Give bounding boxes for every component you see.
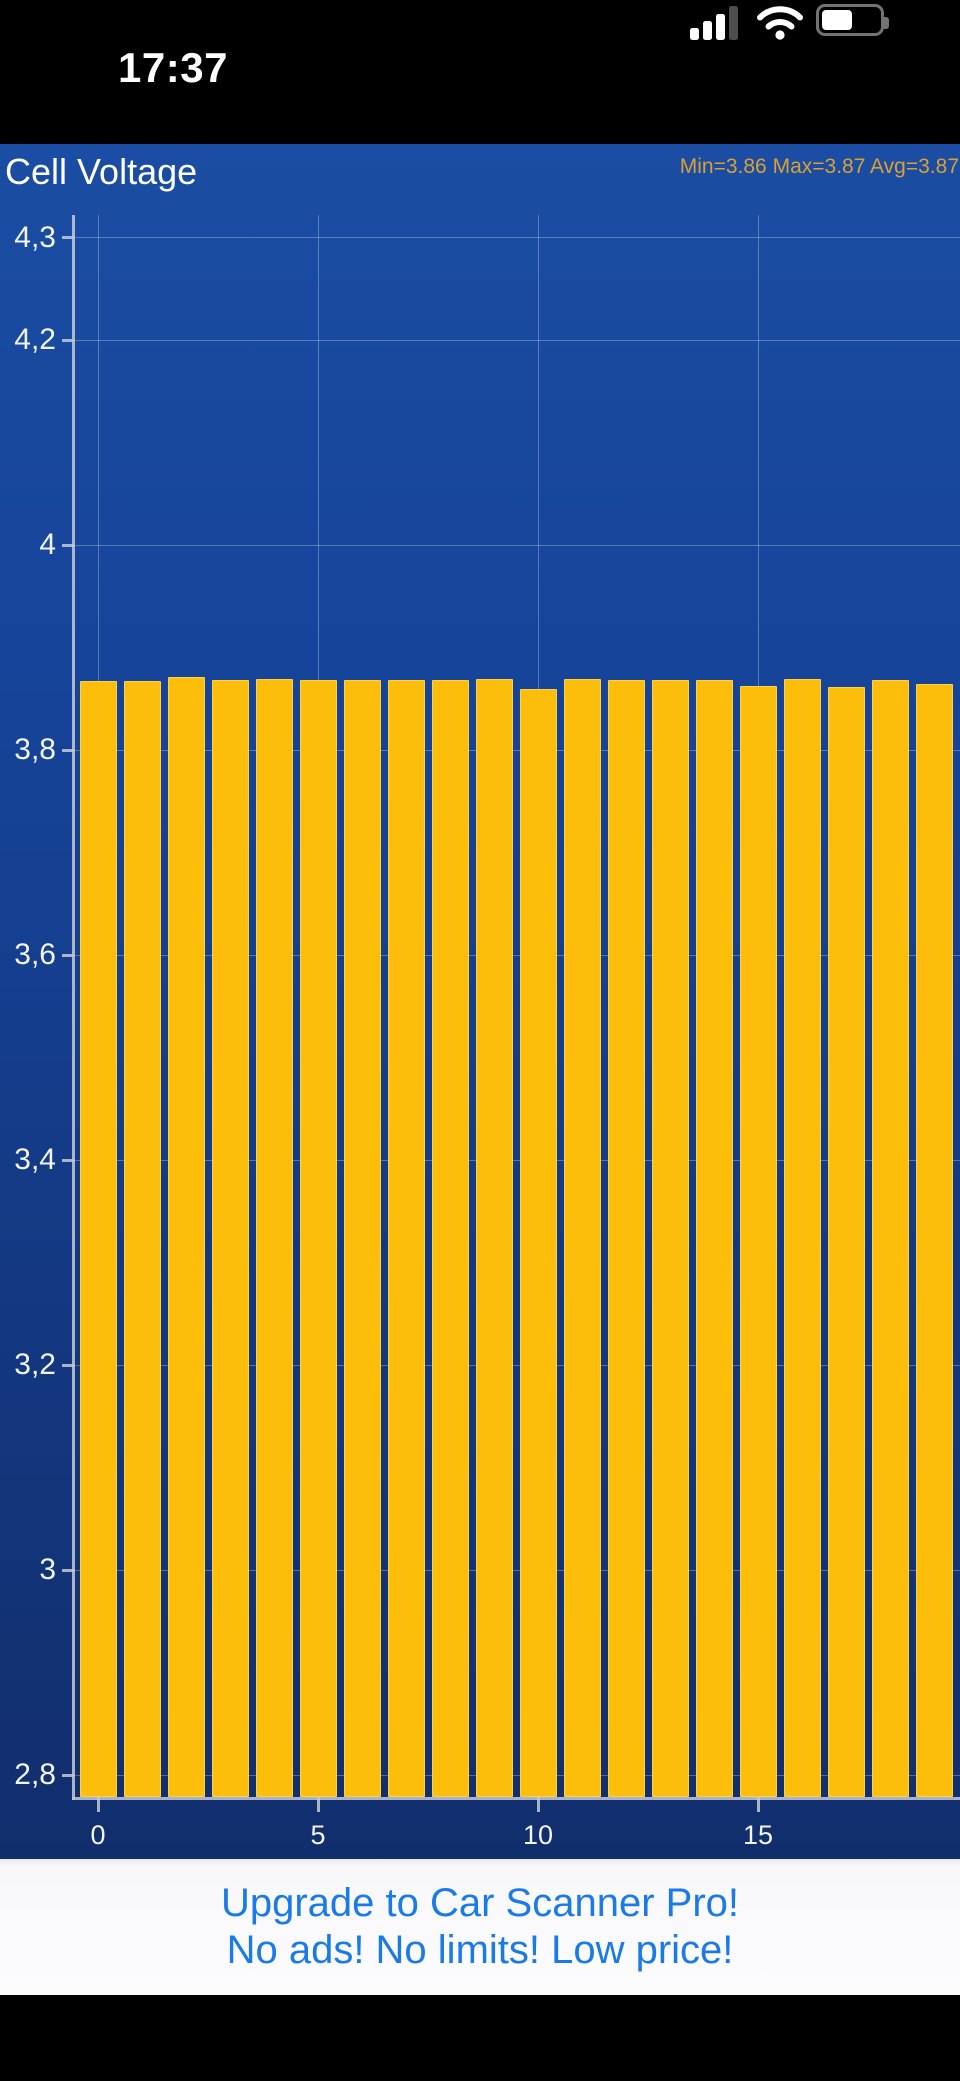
- y-axis-line: [72, 215, 75, 1800]
- voltage-bar: [827, 687, 865, 1797]
- y-tick: [62, 1363, 74, 1367]
- x-tick-label: 15: [742, 1820, 774, 1850]
- voltage-bar: [519, 688, 557, 1797]
- battery-fill-level: [822, 10, 852, 30]
- x-axis-line: [72, 1797, 960, 1800]
- y-tick-label: 3,8: [14, 733, 56, 766]
- y-gridline: [74, 954, 960, 956]
- battery-cap: [884, 17, 889, 29]
- voltage-bar: [475, 679, 513, 1797]
- voltage-bar: [431, 680, 469, 1797]
- y-tick: [62, 236, 74, 239]
- x-tick-label: 5: [310, 1820, 326, 1850]
- y-gridline: [74, 749, 960, 751]
- voltage-bar: [915, 684, 953, 1797]
- y-tick: [62, 338, 74, 342]
- x-tick: [316, 1797, 320, 1812]
- y-tick: [62, 1158, 74, 1162]
- voltage-bar: [387, 680, 425, 1797]
- voltage-bar: [783, 679, 821, 1797]
- y-tick: [62, 543, 74, 547]
- voltage-bar: [255, 679, 293, 1797]
- y-tick: [62, 953, 74, 957]
- bottom-black-area: [0, 1995, 960, 2081]
- upgrade-banner[interactable]: Upgrade to Car Scanner Pro! No ads! No l…: [0, 1859, 960, 1995]
- x-tick-label: 10: [522, 1820, 554, 1850]
- voltage-bar: [739, 686, 777, 1797]
- voltage-bar: [79, 681, 117, 1797]
- cell-voltage-chart-card: Cell Voltage Min=3.86 Max=3.87 Avg=3.87 …: [0, 144, 960, 1859]
- y-gridline: [74, 1364, 960, 1366]
- voltage-bar: [607, 680, 645, 1797]
- voltage-bar: [563, 679, 601, 1797]
- y-tick-label: 3,6: [14, 938, 56, 971]
- voltage-bar: [167, 677, 205, 1797]
- y-tick-label: 3: [39, 1553, 56, 1586]
- x-tick-label: 0: [90, 1820, 106, 1850]
- y-gridline: [74, 237, 960, 238]
- y-tick: [62, 1773, 74, 1777]
- y-tick: [62, 1568, 74, 1572]
- voltage-bar: [211, 680, 249, 1797]
- upgrade-banner-line1[interactable]: Upgrade to Car Scanner Pro!: [220, 1881, 740, 1925]
- upgrade-banner-line2[interactable]: No ads! No limits! Low price!: [226, 1928, 734, 1972]
- y-gridline: [74, 1159, 960, 1161]
- y-tick-label: 4,3: [14, 220, 56, 254]
- y-tick-label: 4,2: [14, 323, 56, 356]
- clock: 17:37: [118, 44, 228, 91]
- wifi-icon: [757, 6, 803, 40]
- y-gridline: [74, 544, 960, 546]
- x-tick: [96, 1797, 100, 1812]
- x-tick: [536, 1797, 540, 1812]
- voltage-bar: [871, 680, 909, 1797]
- status-bar: 17:37: [0, 0, 960, 144]
- y-tick: [62, 748, 74, 752]
- y-tick-label: 4: [39, 528, 56, 561]
- y-tick-label: 2,8: [14, 1758, 56, 1791]
- y-gridline: [74, 339, 960, 341]
- battery-icon: [816, 4, 889, 36]
- cellular-signal-icon: [690, 6, 738, 40]
- y-gridline: [74, 1569, 960, 1571]
- voltage-bar: [343, 680, 381, 1797]
- chart-stats: Min=3.86 Max=3.87 Avg=3.87: [679, 155, 959, 178]
- y-tick-label: 3,4: [14, 1143, 56, 1176]
- voltage-bar: [651, 680, 689, 1797]
- voltage-bar: [299, 680, 337, 1797]
- x-tick: [756, 1797, 760, 1812]
- y-gridline: [74, 1774, 960, 1776]
- voltage-bar: [695, 680, 733, 1797]
- chart-title: Cell Voltage: [5, 151, 198, 192]
- plot-area: 4,3 4,2 4 3,8 3,6 3,4 3,2 3 2,8 0 5 10 15: [0, 144, 960, 1859]
- voltage-bar: [123, 681, 161, 1797]
- y-tick-label: 3,2: [14, 1348, 56, 1381]
